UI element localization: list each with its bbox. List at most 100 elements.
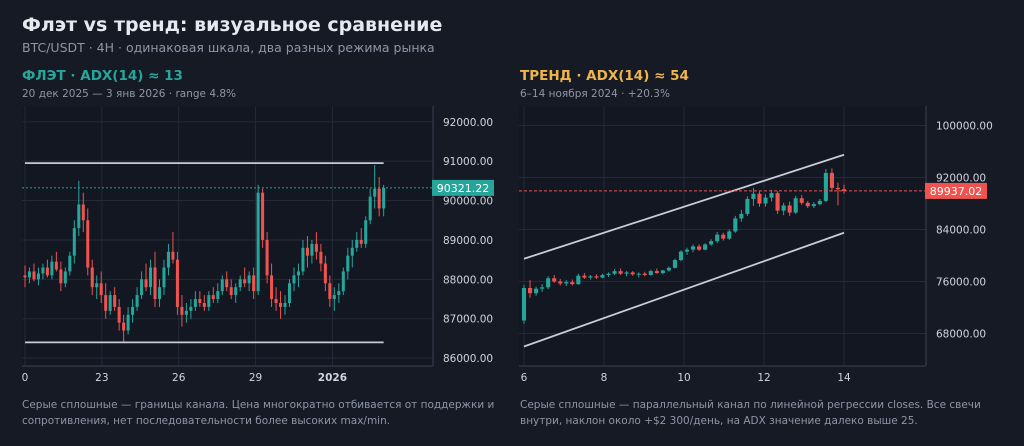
flat-candle-body (45, 267, 49, 276)
flat-candle-body (328, 283, 332, 300)
trend-candle-body (697, 246, 702, 250)
trend-candle-body (527, 288, 533, 294)
flat-candle-body (341, 271, 345, 292)
flat-candle-body (256, 192, 260, 292)
flat-candle-body (216, 291, 220, 300)
flat-panel-title: ФЛЭТ · ADX(14) ≈ 13 (22, 68, 183, 84)
flat-candle-body (140, 279, 144, 296)
trend-candle-body (636, 273, 641, 275)
flat-candle-body (319, 251, 323, 264)
trend-candle-body (624, 272, 629, 274)
flat-candle-body (296, 271, 300, 276)
flat-x-tick-label: 23 (95, 372, 108, 384)
trend-candle-body (654, 271, 659, 274)
flat-candle-body (90, 267, 94, 288)
flat-candle-body (359, 239, 363, 244)
flat-candle-body (72, 228, 76, 256)
trend-candle-body (666, 267, 671, 271)
trend-candle-body (817, 200, 822, 205)
trend-candle-body (552, 278, 557, 282)
flat-candle-body (270, 275, 274, 300)
flat-candle-body (243, 279, 247, 284)
trend-y-tick-label: 84000.00 (936, 225, 986, 237)
trend-candle-body (660, 270, 665, 274)
trend-candle-body (757, 193, 762, 204)
flat-candle-body (305, 247, 309, 256)
trend-x-tick-label: 14 (837, 372, 851, 384)
trend-candle-body (715, 234, 720, 242)
flat-candle-body (50, 261, 54, 276)
trend-candle-body (775, 193, 780, 211)
trend-candle-body (570, 282, 575, 285)
flat-candle-body (86, 220, 90, 268)
flat-candle-body (175, 259, 179, 307)
trend-candle-body (672, 260, 677, 268)
flat-y-tick-label: 92000.00 (443, 117, 493, 129)
trend-panel-title: ТРЕНД · ADX(14) ≈ 54 (520, 68, 689, 84)
flat-x-tick-label: 26 (172, 372, 186, 384)
flat-candle-body (225, 279, 229, 288)
flat-last-price-tag (432, 179, 494, 196)
flat-candle-body (99, 283, 103, 296)
flat-candle-body (265, 239, 269, 276)
trend-candle-body (823, 172, 828, 201)
flat-candle-body (220, 279, 224, 292)
trend-candle-body (588, 276, 593, 278)
flat-candle-body (364, 220, 368, 244)
flat-plot-area (22, 106, 433, 366)
flat-candle-body (144, 279, 148, 288)
trend-candle-body (630, 272, 635, 275)
flat-candle-body (81, 204, 85, 221)
trend-candle-body (763, 197, 768, 204)
flat-candle-body (166, 251, 170, 268)
trend-candle-body (709, 241, 714, 245)
trend-candle-body (793, 198, 798, 213)
flat-candle-body (171, 251, 175, 260)
trend-caption: Серые сплошные — параллельный канал по л… (520, 399, 981, 427)
flat-y-tick-label: 87000.00 (443, 314, 493, 326)
trend-candle-body (648, 271, 653, 275)
flat-candle-body (122, 322, 126, 331)
trend-candle-body (540, 287, 545, 289)
flat-candle-body (41, 267, 45, 274)
flat-candle-body (54, 261, 58, 270)
trend-x-tick-label: 12 (757, 372, 770, 384)
flat-candle-body (189, 306, 193, 311)
trend-candle-body (684, 249, 690, 252)
flat-y-tick-label: 86000.00 (443, 353, 493, 365)
flat-candle-body (377, 188, 381, 209)
trend-candle-body (576, 275, 581, 285)
page-title: Флэт vs тренд: визуальное сравнение (22, 14, 443, 36)
trend-y-tick-label: 92000.00 (936, 173, 986, 185)
trend-candle-body (745, 198, 750, 214)
trend-candle-body (678, 251, 684, 261)
trend-candle-body (534, 288, 539, 294)
trend-candle-body (751, 193, 756, 199)
trend-candle-body (781, 205, 786, 211)
flat-candle-body (252, 275, 256, 292)
trend-y-tick-label: 100000.00 (936, 121, 993, 133)
trend-chart: 68000.00 76000.00 84000.00 92000.00 100000.0… (519, 106, 993, 384)
flat-candle-body (323, 263, 327, 284)
flat-chart: 86000.00 87000.00 88000.00 89000.00 90000.00… (22, 106, 494, 384)
trend-candle-body (727, 231, 732, 239)
trend-candle-body (600, 275, 605, 278)
trend-candle-body (703, 244, 708, 250)
trend-candle-body (521, 288, 527, 321)
flat-candle-body (95, 283, 99, 288)
flat-candle-body (373, 188, 377, 197)
flat-y-tick-label: 88000.00 (443, 274, 493, 286)
flat-y-tick-label: 89000.00 (443, 235, 493, 247)
trend-candle-body (618, 271, 623, 274)
flat-candle-body (117, 306, 121, 323)
trend-candle-body (769, 193, 774, 198)
trend-candle-body (829, 172, 834, 188)
flat-candle-body (368, 196, 372, 221)
flat-candle-body (261, 192, 265, 240)
flat-candle-body (202, 302, 206, 307)
flat-y-tick-label: 90000.00 (443, 196, 493, 208)
page-subtitle: BTC/USDT · 4H · одинаковая шкала, два ра… (22, 40, 435, 55)
flat-candle-body (211, 295, 215, 300)
flat-candle-body (247, 275, 251, 284)
